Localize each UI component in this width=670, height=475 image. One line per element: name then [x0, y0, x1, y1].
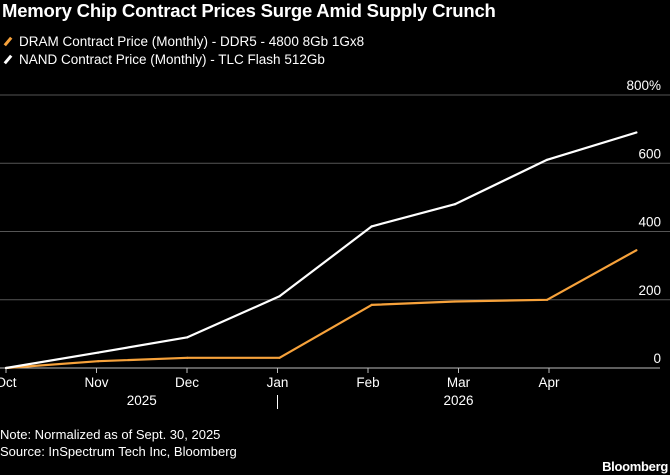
- data-point: [278, 356, 281, 359]
- x-tick-label: Mar: [447, 375, 471, 390]
- y-tick-label: 600: [638, 146, 661, 161]
- legend-item-nand: NAND Contract Price (Monthly) - TLC Flas…: [3, 52, 325, 67]
- legend-label-nand: NAND Contract Price (Monthly) - TLC Flas…: [19, 52, 325, 67]
- y-tick-label: 0: [653, 351, 661, 366]
- x-year-label: 2026: [443, 393, 473, 408]
- y-tick-label: 800%: [626, 78, 661, 93]
- data-point: [97, 360, 100, 363]
- series-line-nand: [4, 131, 638, 370]
- data-point: [453, 300, 456, 303]
- chart-title: Memory Chip Contract Prices Surge Amid S…: [2, 0, 496, 21]
- data-point: [278, 295, 281, 298]
- chart-source: Source: InSpectrum Tech Inc, Bloomberg: [0, 444, 237, 459]
- data-point: [370, 225, 373, 228]
- data-point: [4, 366, 8, 370]
- data-point: [97, 351, 100, 354]
- legend-label-dram: DRAM Contract Price (Monthly) - DDR5 - 4…: [19, 34, 365, 49]
- data-point: [546, 298, 549, 301]
- data-point: [546, 158, 549, 161]
- x-year-label: 2025: [127, 393, 157, 408]
- x-tick-label: Feb: [356, 375, 379, 390]
- data-point: [635, 131, 638, 134]
- series-line-dram: [4, 249, 638, 370]
- y-tick-label: 400: [638, 215, 661, 230]
- x-tick-label: Jan: [267, 375, 289, 390]
- bloomberg-logo: Bloomberg: [602, 459, 668, 474]
- y-tick-label: 200: [638, 283, 661, 298]
- data-point: [186, 356, 189, 359]
- chart-note: Note: Normalized as of Sept. 30, 2025: [0, 427, 221, 442]
- x-tick-label: Nov: [84, 375, 108, 390]
- data-point: [370, 303, 373, 306]
- data-point: [635, 249, 638, 252]
- x-tick-label: Apr: [538, 375, 560, 390]
- data-point: [186, 336, 189, 339]
- x-tick-label: Dec: [175, 375, 199, 390]
- legend-item-dram: DRAM Contract Price (Monthly) - DDR5 - 4…: [3, 34, 364, 49]
- x-tick-label: Oct: [0, 375, 17, 390]
- data-point: [453, 203, 456, 206]
